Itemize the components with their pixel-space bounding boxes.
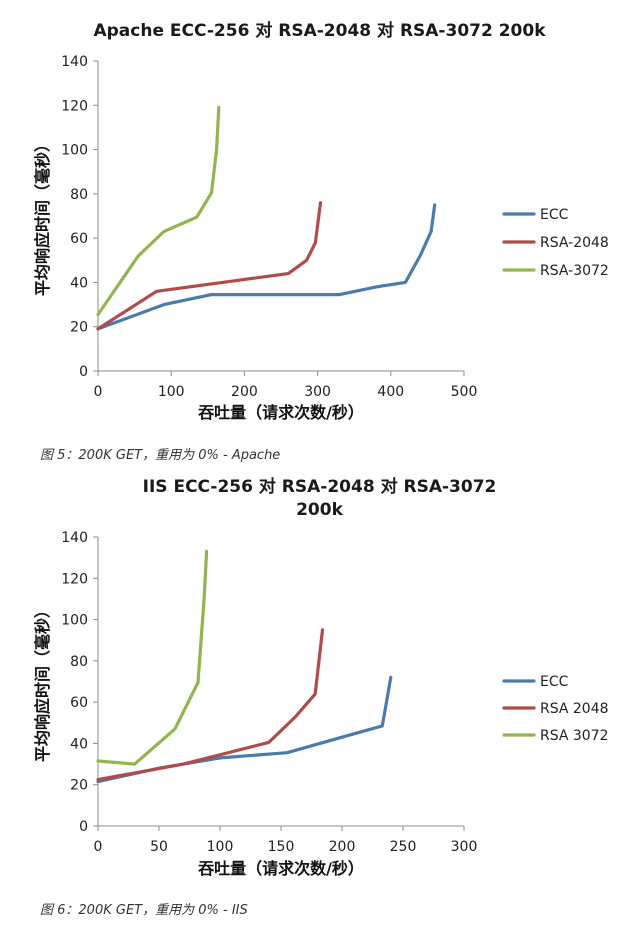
apache-series-line-rsa-3072 [96, 105, 221, 317]
apache-chart-plot: 0 20 40 60 80 100 120 140 0 100 200 300 400 500 吞吐量（请求… [33, 54, 609, 422]
apache-y-tick-label: 140 [61, 54, 88, 70]
apache-series-line-rsa-2048 [96, 201, 323, 331]
apache-x-tick-label: 0 [94, 384, 103, 400]
apache-legend-label-ecc: ECC [540, 207, 569, 223]
apache-x-tick-label: 500 [451, 384, 478, 400]
iis-y-tick-label: 40 [70, 736, 88, 752]
apache-y-tick-label: 120 [61, 98, 88, 114]
iis-y-tick-label: 60 [70, 695, 88, 711]
iis-legend-label-ecc: ECC [540, 674, 569, 690]
iis-legend-label-rsa-3072: RSA 3072 [540, 728, 609, 744]
iis-series-line-rsa-3072 [96, 549, 209, 766]
iis-x-tick-label: 200 [329, 839, 356, 855]
apache-series-line-ecc [96, 203, 437, 331]
iis-chart-title-line-2: 200k [296, 500, 343, 520]
apache-y-tick-label: 20 [70, 320, 88, 336]
iis-y-tick-label: 100 [61, 613, 88, 629]
apache-legend-label-rsa-3072: RSA-3072 [540, 263, 609, 279]
apache-x-tick-label: 300 [304, 384, 331, 400]
apache-y-tick-label: 80 [70, 187, 88, 203]
iis-y-axis-title: 平均响应时间（毫秒） [33, 602, 52, 762]
iis-legend-label-rsa-2048: RSA 2048 [540, 701, 609, 717]
iis-x-tick-label: 100 [207, 839, 234, 855]
iis-y-tick-label: 120 [61, 571, 88, 587]
apache-y-tick-label: 100 [61, 143, 88, 159]
apache-legend-label-rsa-2048: RSA-2048 [540, 235, 609, 251]
apache-chart: 0 20 40 60 80 100 120 140 0 100 200 300 400 500 吞吐量（请求… [0, 0, 639, 440]
iis-y-tick-label: 0 [79, 819, 88, 835]
iis-chart-title: IIS ECC-256 对 RSA-2048 对 RSA-3072 200k [0, 476, 639, 522]
apache-y-tick-label: 0 [79, 364, 88, 380]
iis-y-tick-label: 80 [70, 654, 88, 670]
figure-6-caption: 图 6：200K GET，重用为 0% - IIS [40, 903, 248, 918]
apache-x-tick-label: 200 [231, 384, 258, 400]
apache-x-tick-label: 100 [158, 384, 185, 400]
apache-chart-title: Apache ECC-256 对 RSA-2048 对 RSA-3072 200… [93, 21, 546, 41]
iis-x-tick-label: 150 [268, 839, 295, 855]
apache-y-tick-label: 60 [70, 231, 88, 247]
apache-x-tick-label: 400 [377, 384, 404, 400]
iis-x-axis-title: 吞吐量（请求次数/秒） [198, 859, 364, 878]
iis-chart-title-line-1: IIS ECC-256 对 RSA-2048 对 RSA-3072 [142, 477, 497, 497]
iis-x-tick-label: 300 [451, 839, 478, 855]
iis-series-line-rsa-2048 [96, 628, 325, 782]
iis-y-tick-label: 140 [61, 530, 88, 546]
iis-y-tick-label: 20 [70, 778, 88, 794]
iis-series-line-ecc [96, 675, 393, 784]
apache-y-axis-title: 平均响应时间（毫秒） [33, 136, 52, 296]
apache-x-axis-title: 吞吐量（请求次数/秒） [198, 403, 364, 422]
apache-y-tick-label: 40 [70, 275, 88, 291]
figure-5-caption: 图 5：200K GET，重用为 0% - Apache [40, 448, 281, 463]
iis-x-tick-label: 50 [150, 839, 168, 855]
iis-x-tick-label: 250 [390, 839, 417, 855]
iis-chart: 0 20 40 60 80 100 120 140 0 50 100 150 200 250 300 吞吐量（… [0, 470, 639, 890]
iis-x-tick-label: 0 [94, 839, 103, 855]
iis-chart-plot: 0 20 40 60 80 100 120 140 0 50 100 150 200 250 300 吞吐量（… [33, 530, 609, 878]
